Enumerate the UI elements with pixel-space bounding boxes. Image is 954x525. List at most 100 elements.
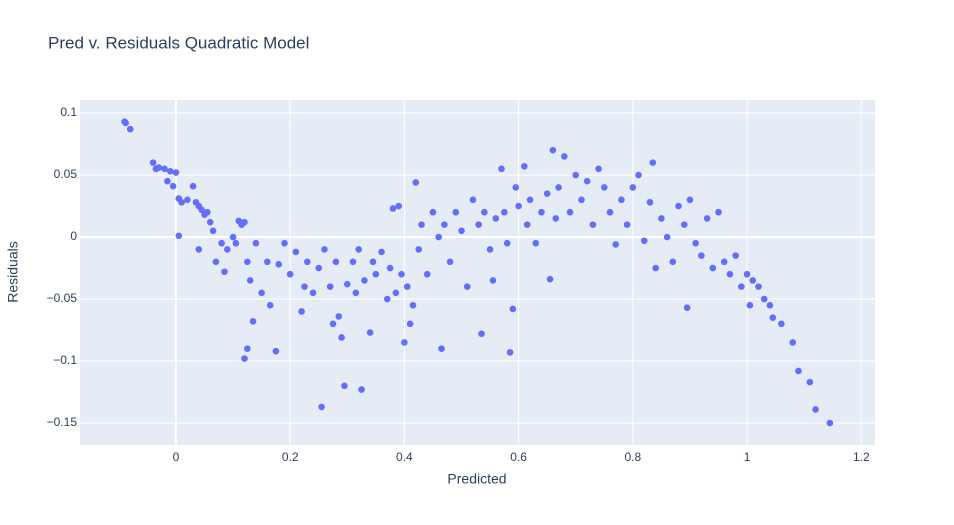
point xyxy=(395,202,402,210)
point xyxy=(392,289,400,297)
point xyxy=(232,239,240,247)
point xyxy=(595,165,602,173)
point xyxy=(241,355,248,362)
point xyxy=(743,270,751,278)
point xyxy=(389,205,397,212)
point xyxy=(555,184,562,191)
point xyxy=(249,318,257,325)
point xyxy=(398,270,405,278)
point xyxy=(275,261,283,268)
point xyxy=(709,264,717,272)
point xyxy=(683,304,691,312)
x-tick-label: 1.2 xyxy=(853,450,870,464)
point xyxy=(566,208,574,216)
point xyxy=(521,163,528,170)
chart-title: Pred v. Residuals Quadratic Model xyxy=(48,33,309,52)
point xyxy=(343,280,351,288)
point xyxy=(264,258,271,266)
point xyxy=(463,283,471,290)
point xyxy=(572,171,580,179)
points xyxy=(121,118,834,427)
point xyxy=(401,339,408,346)
point xyxy=(469,196,477,204)
point xyxy=(583,177,591,185)
point xyxy=(212,258,220,266)
point xyxy=(663,233,671,241)
point xyxy=(241,218,248,226)
point xyxy=(652,264,659,272)
point xyxy=(726,270,734,278)
point xyxy=(355,246,363,253)
point xyxy=(418,221,425,228)
point xyxy=(272,347,280,355)
point xyxy=(746,301,754,309)
y-tick-label: −0.15 xyxy=(47,415,78,429)
point xyxy=(298,308,305,315)
point xyxy=(515,202,522,210)
point xyxy=(161,165,168,173)
point xyxy=(198,206,205,214)
point xyxy=(795,367,802,375)
point xyxy=(229,233,237,241)
point xyxy=(561,153,568,160)
x-tick-label: 0.6 xyxy=(510,450,527,464)
point xyxy=(415,246,422,253)
point xyxy=(184,196,191,204)
point xyxy=(369,258,377,266)
point xyxy=(749,277,757,284)
point xyxy=(549,146,557,154)
x-tick-label: 0.2 xyxy=(282,450,299,464)
point xyxy=(600,184,608,191)
point xyxy=(383,295,391,303)
point xyxy=(266,301,274,309)
point xyxy=(435,233,442,241)
point xyxy=(578,196,585,204)
point xyxy=(475,221,482,228)
y-tick-label: −0.05 xyxy=(47,291,78,305)
point xyxy=(452,208,460,216)
point xyxy=(606,208,614,216)
point xyxy=(778,320,785,328)
point xyxy=(361,277,368,284)
point xyxy=(246,277,254,284)
x-tick-label: 0.4 xyxy=(396,450,413,464)
point xyxy=(526,196,534,204)
point xyxy=(352,289,360,297)
x-tick-label: 1 xyxy=(744,450,751,464)
point xyxy=(318,403,325,411)
point xyxy=(164,177,171,185)
point xyxy=(221,268,228,276)
point xyxy=(406,320,414,328)
point xyxy=(732,252,739,259)
point xyxy=(358,386,365,393)
point xyxy=(806,378,814,386)
point xyxy=(332,258,340,266)
point xyxy=(546,275,554,283)
point xyxy=(669,258,677,266)
point xyxy=(543,190,551,197)
x-tick-label: 0 xyxy=(173,450,180,464)
point xyxy=(286,270,294,278)
point xyxy=(329,320,337,328)
point xyxy=(478,330,485,338)
point xyxy=(309,289,317,297)
point xyxy=(301,283,308,290)
point xyxy=(292,248,300,256)
point xyxy=(252,239,260,247)
point xyxy=(769,314,777,321)
point xyxy=(635,171,642,179)
point xyxy=(532,239,540,247)
point xyxy=(498,165,505,173)
point xyxy=(304,258,311,266)
point xyxy=(618,196,625,204)
point xyxy=(612,241,620,248)
point xyxy=(486,246,494,253)
point xyxy=(169,182,177,190)
x-tick-label: 0.8 xyxy=(625,450,642,464)
point xyxy=(812,406,819,413)
point xyxy=(155,164,163,171)
point xyxy=(423,270,431,278)
point xyxy=(204,208,211,216)
point xyxy=(715,208,722,216)
